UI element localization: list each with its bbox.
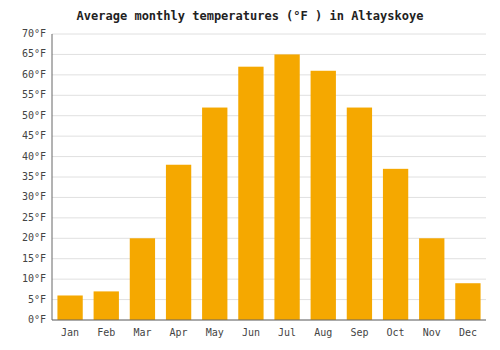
x-tick-label: Oct <box>387 327 405 338</box>
grid-line <box>52 74 486 75</box>
y-tick-label: 70°F <box>22 28 46 39</box>
x-tick-label: May <box>206 327 224 338</box>
grid-line <box>52 177 486 178</box>
grid-line <box>52 217 486 218</box>
title: Average monthly temperatures (°F ) in Al… <box>77 9 424 23</box>
y-tick-label: 55°F <box>22 89 46 100</box>
y-tick-label: 10°F <box>22 273 46 284</box>
bar <box>57 295 82 320</box>
bars <box>57 54 480 320</box>
y-axis-line <box>52 34 53 320</box>
y-tick-label: 0°F <box>28 314 46 325</box>
bar <box>419 238 444 320</box>
y-tick-label: 40°F <box>22 151 46 162</box>
grid-line <box>52 95 486 96</box>
x-tick-label: Mar <box>133 327 151 338</box>
bar <box>166 165 191 320</box>
y-tick-label: 35°F <box>22 171 46 182</box>
x-tick-label: Apr <box>170 327 188 338</box>
bar <box>274 54 299 320</box>
x-tick-label: Aug <box>314 327 332 338</box>
x-tick-label: Nov <box>423 327 441 338</box>
y-tick-label: 25°F <box>22 212 46 223</box>
grid-line <box>52 136 486 137</box>
bar <box>347 108 372 320</box>
grid-line <box>52 320 486 321</box>
grid-line <box>52 156 486 157</box>
y-tick-label: 30°F <box>22 191 46 202</box>
y-tick-label: 65°F <box>22 48 46 59</box>
bar <box>311 71 336 320</box>
bar <box>455 283 480 320</box>
y-tick-label: 15°F <box>22 253 46 264</box>
y-ticks: 0°F 5°F 10°F 15°F 20°F 25°F 30°F 35°F 40°F 45°F 50… <box>22 28 46 325</box>
y-tick-label: 60°F <box>22 69 46 80</box>
chart-container: 0°F 5°F 10°F 15°F 20°F 25°F 30°F 35°F 40°F 45°F 50… <box>0 0 500 350</box>
bar <box>383 169 408 320</box>
x-tick-label: Jun <box>242 327 260 338</box>
grid-line <box>52 115 486 116</box>
x-tick-label: Jul <box>278 327 296 338</box>
x-ticks: Jan Feb Mar Apr May Jun Jul Aug Sep Oct Nov Dec <box>61 327 477 338</box>
bar <box>202 108 227 320</box>
x-tick-label: Jan <box>61 327 79 338</box>
y-tick-label: 20°F <box>22 232 46 243</box>
grid-line <box>52 34 486 35</box>
chart: 0°F 5°F 10°F 15°F 20°F 25°F 30°F 35°F 40°F 45°F 50… <box>0 0 500 350</box>
x-axis-line <box>52 320 486 321</box>
x-tick-label: Sep <box>350 327 368 338</box>
y-tick-label: 5°F <box>28 294 46 305</box>
grid-line <box>52 197 486 198</box>
y-tick-label: 45°F <box>22 130 46 141</box>
x-tick-label: Dec <box>459 327 477 338</box>
y-tick-label: 50°F <box>22 110 46 121</box>
bar <box>238 67 263 320</box>
bar <box>130 238 155 320</box>
x-tick-label: Feb <box>97 327 115 338</box>
bar <box>94 291 119 320</box>
grid-line <box>52 54 486 55</box>
grid <box>52 34 486 320</box>
